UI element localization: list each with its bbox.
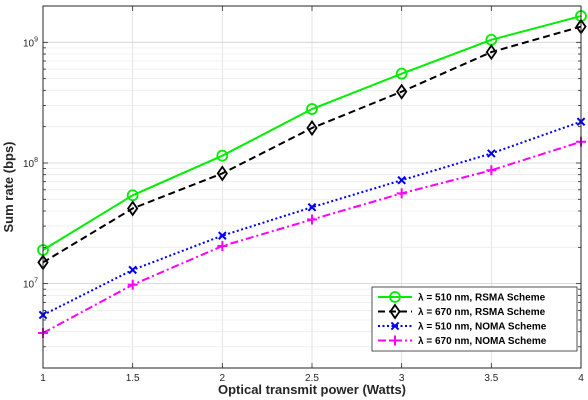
- x-tick-label: 3: [399, 373, 405, 384]
- x-axis-label: Optical transmit power (Watts): [218, 382, 406, 397]
- axis-ticks: 1 1.5 2 2.5 3 3.5 4 107 108 109: [23, 5, 584, 384]
- series-line-0: [42, 15, 582, 251]
- legend-label: λ = 670 nm, RSMA Scheme: [418, 307, 546, 318]
- x-tick-label: 3.5: [484, 373, 498, 384]
- x-tick-label: 1.5: [126, 373, 140, 384]
- data-point-s3: [127, 279, 138, 290]
- x-tick-label: 4: [578, 373, 584, 384]
- data-point-s0: [126, 189, 139, 202]
- data-point-s1: [306, 119, 318, 137]
- data-point-s3: [486, 165, 497, 176]
- data-point-s0: [306, 103, 318, 115]
- data-point-s3: [217, 241, 228, 252]
- x-tick-label: 2.5: [305, 373, 319, 384]
- data-point-s1: [485, 44, 497, 61]
- y-axis-label: Sum rate (bps): [1, 141, 16, 232]
- data-point-s2: [128, 265, 137, 275]
- data-point-s2: [218, 231, 227, 240]
- y-tick-label: 107: [23, 278, 38, 291]
- data-point-s0: [395, 67, 408, 80]
- x-tick-label: 2: [220, 373, 226, 384]
- data-point-s2: [487, 149, 496, 158]
- legend-marker: [390, 335, 400, 346]
- legend-marker: [390, 321, 400, 331]
- data-point-s1: [396, 83, 408, 100]
- data-point-s1: [127, 200, 139, 217]
- legend-label: λ = 670 nm, NOMA Scheme: [418, 336, 547, 347]
- data-point-s3: [396, 188, 407, 199]
- x-tick-label: 1: [40, 373, 46, 384]
- data-point-s2: [397, 175, 406, 185]
- y-tick-label: 108: [23, 157, 38, 170]
- legend-label: λ = 510 nm, RSMA Scheme: [418, 293, 546, 304]
- data-point-s2: [307, 202, 317, 212]
- legend: λ = 510 nm, RSMA Scheme λ = 670 nm, RSMA …: [371, 286, 578, 352]
- data-point-s0: [216, 149, 229, 162]
- legend-marker: [389, 303, 401, 320]
- data-point-s1: [216, 165, 228, 182]
- y-tick-label: 109: [23, 36, 38, 49]
- series-line-1: [42, 25, 582, 264]
- data-point-s3: [307, 214, 317, 225]
- legend-marker: [389, 291, 401, 303]
- legend-label: λ = 510 nm, NOMA Scheme: [418, 322, 547, 333]
